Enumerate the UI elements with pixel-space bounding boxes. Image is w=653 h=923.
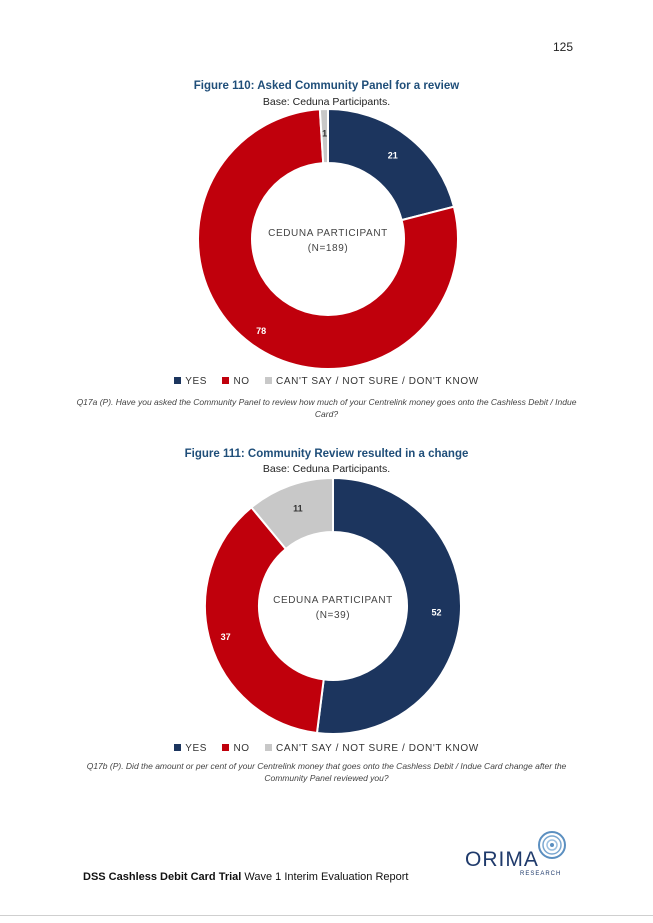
legend-item-yes: YES [174,743,207,754]
legend-label-unsure: CAN'T SAY / NOT SURE / DON'T KNOW [276,376,479,387]
legend-swatch-no [222,744,230,751]
donut-slice-yes [315,476,462,735]
donut-label-no: 37 [221,632,231,642]
legend-swatch-yes [174,744,182,751]
legend-swatch-unsure [265,377,273,384]
donut-label-yes: 52 [431,608,441,618]
donut-center-title: CEDUNA PARTICIPANT [268,228,388,239]
figure-111-subtitle: Base: Ceduna Participants. [262,463,391,475]
legend-label-unsure: CAN'T SAY / NOT SURE / DON'T KNOW [276,743,479,754]
donut-center-title: CEDUNA PARTICIPANT [273,595,393,606]
footer-bold: DSS Cashless Debit Card Trial [83,871,242,883]
page-divider [0,915,653,916]
donut-slice-unsure [250,476,334,551]
figure-111-question: Q17b (P). Did the amount or per cent of … [86,761,567,783]
legend-item-unsure: CAN'T SAY / NOT SURE / DON'T KNOW [265,376,479,387]
legend-label-yes: YES [185,376,208,387]
donut-slice-no [204,505,325,735]
figure-110-donut-chart: 21 78 1 CEDUNA PARTICIPANT (N=189) [197,107,459,370]
figure-110-subtitle: Base: Ceduna Participants. [262,96,391,108]
report-footer: DSS Cashless Debit Card Trial Wave 1 Int… [83,871,408,883]
figure-110-question: Q17a (P). Have you asked the Community P… [76,397,577,419]
orima-logo: ORIMA RESEARCH [465,830,575,880]
legend-item-unsure: CAN'T SAY / NOT SURE / DON'T KNOW [265,743,479,754]
footer-normal: Wave 1 Interim Evaluation Report [241,871,409,883]
legend-item-yes: YES [174,376,207,387]
page-number: 125 [552,40,573,54]
legend-label-yes: YES [185,743,208,754]
donut-slice-yes [327,107,456,222]
legend-swatch-yes [174,377,182,384]
logo-globe-icon [538,831,566,859]
donut-center-count: (N=39) [316,610,350,621]
donut-slice-no [197,108,459,370]
figure-110-legend: YES NO CAN'T SAY / NOT SURE / DON'T KNOW [0,376,653,387]
legend-label-no: NO [233,376,250,387]
donut-center-count: (N=189) [308,243,349,254]
legend-swatch-unsure [265,744,273,751]
figure-111-title: Figure 111: Community Review resulted in… [184,448,469,460]
donut-label-unsure: 11 [293,503,303,513]
legend-label-no: NO [233,743,250,754]
logo-name: ORIMA [465,848,539,871]
donut-label-no: 78 [256,326,266,336]
donut-label-yes: 21 [388,150,398,160]
figure-111-donut-chart: 52 37 11 CEDUNA PARTICIPANT (N=39) [204,476,462,735]
legend-swatch-no [222,377,230,384]
figure-110-title: Figure 110: Asked Community Panel for a … [193,80,460,92]
logo-sub: RESEARCH [520,871,562,877]
donut-label-unsure: 1 [322,128,327,138]
donut-slice-unsure [318,107,329,165]
legend-item-no: NO [222,743,249,754]
legend-item-no: NO [222,376,249,387]
figure-111-legend: YES NO CAN'T SAY / NOT SURE / DON'T KNOW [0,743,653,754]
